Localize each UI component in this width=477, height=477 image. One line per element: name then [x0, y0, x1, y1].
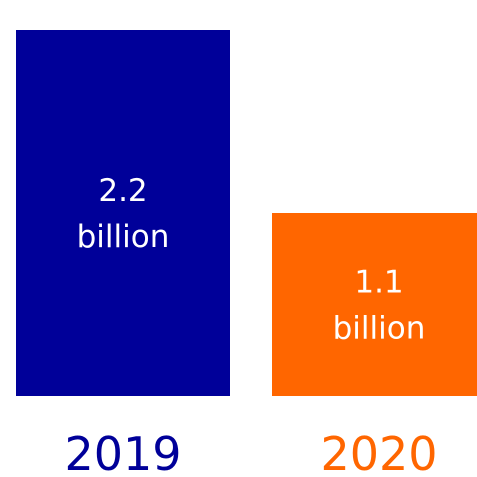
bar-2019 — [16, 30, 230, 396]
category-label-2020: 2020 — [320, 427, 437, 477]
bar-value-label-2020-line2: billion — [333, 311, 426, 347]
bar-value-label-2020-line1: 1.1 — [354, 265, 403, 301]
bar-value-label-2019-line1: 2.2 — [98, 173, 147, 209]
bar-2020 — [272, 213, 477, 396]
bar-value-label-2019-line2: billion — [77, 219, 170, 255]
category-label-2019: 2019 — [64, 427, 181, 477]
